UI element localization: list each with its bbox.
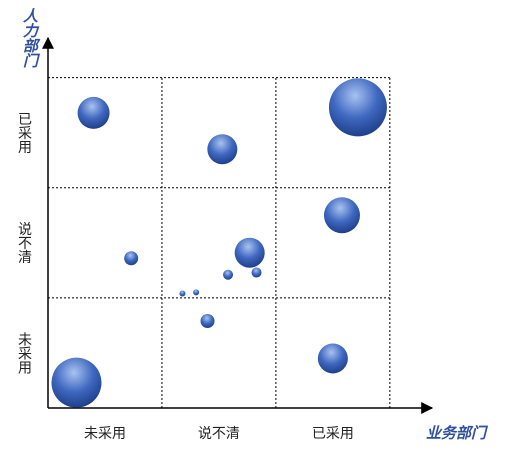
bubble: [124, 251, 139, 266]
bubble: [200, 314, 215, 329]
bubble: [223, 269, 234, 280]
bubble: [51, 357, 102, 408]
bubble: [251, 267, 262, 278]
y-tick-label: 说不清: [16, 222, 32, 264]
bubble: [234, 237, 265, 268]
bubble: [328, 78, 387, 137]
bubble: [193, 289, 200, 296]
y-tick-label: 未采用: [16, 332, 32, 375]
bubble: [77, 96, 110, 129]
x-tick-label: 未采用: [84, 426, 126, 442]
x-axis-title: 业务部门: [426, 424, 489, 442]
bubble: [207, 134, 238, 165]
x-tick-label: 已采用: [312, 426, 354, 442]
bubble: [317, 343, 348, 374]
y-axis-title: 人力部门: [20, 8, 40, 68]
bubble: [179, 290, 186, 297]
x-tick-label: 说不清: [198, 426, 240, 442]
bubble: [323, 197, 360, 234]
y-tick-label: 已采用: [16, 112, 32, 155]
